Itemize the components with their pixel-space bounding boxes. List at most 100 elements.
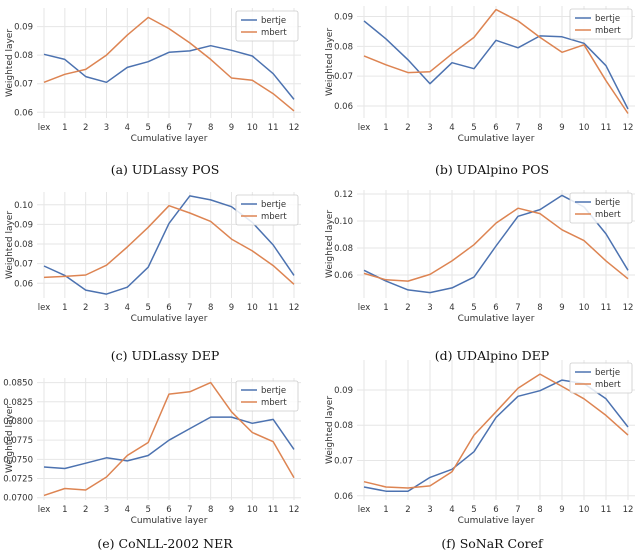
x-tick-label: 9 <box>229 123 234 133</box>
x-tick-label: 1 <box>383 505 388 515</box>
x-tick-label: 3 <box>427 505 432 515</box>
y-tick-label: 0.09 <box>334 386 353 396</box>
x-tick-label: 9 <box>229 303 234 313</box>
x-tick-label: 6 <box>493 123 498 133</box>
x-tick-label: 1 <box>383 303 388 313</box>
x-tick-label: 2 <box>405 303 410 313</box>
x-tick-label: 5 <box>145 123 150 133</box>
y-tick-label: 0.0775 <box>3 436 33 446</box>
x-tick-label: 10 <box>247 505 258 515</box>
x-tick-label: 6 <box>166 303 171 313</box>
y-tick-label: 0.09 <box>334 12 353 22</box>
y-tick-label: 0.0800 <box>3 417 33 427</box>
x-tick-label: 3 <box>427 303 432 313</box>
x-axis-label: Cumulative layer <box>458 516 535 526</box>
x-tick-label: 3 <box>427 123 432 133</box>
x-tick-label: 4 <box>449 303 454 313</box>
x-tick-label: 8 <box>537 303 542 313</box>
x-tick-label: lex <box>38 303 50 313</box>
x-tick-label: 8 <box>537 505 542 515</box>
x-tick-label: 6 <box>166 123 171 133</box>
x-tick-label: 11 <box>601 505 612 515</box>
x-axis-label: Cumulative layer <box>131 314 208 324</box>
legend-label-mbert: mbert <box>261 28 287 38</box>
x-tick-label: 10 <box>579 505 590 515</box>
y-tick-label: 0.08 <box>334 244 353 254</box>
x-tick-label: 5 <box>471 505 476 515</box>
x-tick-label: 12 <box>289 505 300 515</box>
x-tick-label: 5 <box>145 303 150 313</box>
y-tick-label: 0.0750 <box>3 455 33 465</box>
y-tick-label: 0.09 <box>14 23 33 33</box>
y-tick-label: 0.07 <box>334 457 353 467</box>
x-tick-label: 12 <box>289 303 300 313</box>
legend-label-bertje: bertje <box>595 198 620 208</box>
x-tick-label: 2 <box>83 303 88 313</box>
panel-caption: (e) CoNLL-2002 NER <box>97 536 233 551</box>
x-tick-label: 5 <box>471 303 476 313</box>
y-axis-label: Weighted layer <box>5 405 15 473</box>
legend-box <box>235 10 299 42</box>
x-tick-label: 1 <box>62 303 67 313</box>
y-tick-label: 0.07 <box>334 72 353 82</box>
legend-label-bertje: bertje <box>595 14 620 24</box>
x-tick-label: 9 <box>559 303 564 313</box>
x-tick-label: 2 <box>405 123 410 133</box>
y-tick-label: 0.06 <box>334 492 353 502</box>
y-tick-label: 0.06 <box>334 102 353 112</box>
series-line-bertje <box>43 44 295 100</box>
x-tick-label: 1 <box>383 123 388 133</box>
y-tick-label: 0.08 <box>334 42 353 52</box>
y-tick-label: 0.10 <box>14 201 33 211</box>
x-tick-label: 12 <box>289 123 300 133</box>
x-tick-label: 3 <box>104 123 109 133</box>
x-tick-label: 1 <box>62 505 67 515</box>
y-tick-label: 0.07 <box>14 260 33 270</box>
x-tick-label: 9 <box>229 505 234 515</box>
x-axis-label: Cumulative layer <box>131 134 208 144</box>
legend-label-bertje: bertje <box>595 368 620 378</box>
legend-label-bertje: bertje <box>261 16 286 26</box>
x-tick-label: 2 <box>83 505 88 515</box>
y-tick-label: 0.08 <box>14 240 33 250</box>
x-tick-label: 3 <box>104 505 109 515</box>
x-tick-label: 3 <box>104 303 109 313</box>
x-axis-label: Cumulative layer <box>131 516 208 526</box>
x-tick-label: 7 <box>515 123 520 133</box>
x-tick-label: 7 <box>515 303 520 313</box>
series-line-mbert <box>43 16 295 112</box>
series-line-mbert <box>363 8 629 114</box>
y-tick-label: 0.06 <box>14 108 33 118</box>
x-tick-label: 2 <box>405 505 410 515</box>
y-tick-label: 0.09 <box>14 220 33 230</box>
legend-label-mbert: mbert <box>595 26 621 36</box>
x-tick-label: 5 <box>471 123 476 133</box>
x-tick-label: lex <box>358 123 370 133</box>
y-axis-label: Weighted layer <box>325 210 335 278</box>
x-tick-label: 4 <box>125 505 130 515</box>
legend-label-bertje: bertje <box>261 386 286 396</box>
legend-label-mbert: mbert <box>595 380 621 390</box>
x-tick-label: 6 <box>166 505 171 515</box>
x-tick-label: lex <box>38 123 50 133</box>
legend-box <box>569 192 633 224</box>
series-line-bertje <box>43 416 295 470</box>
x-tick-label: 6 <box>493 505 498 515</box>
legend-box <box>569 8 633 40</box>
x-tick-label: 4 <box>449 123 454 133</box>
x-tick-label: 2 <box>83 123 88 133</box>
x-tick-label: lex <box>38 505 50 515</box>
y-tick-label: 0.06 <box>14 279 33 289</box>
x-tick-label: 7 <box>187 505 192 515</box>
x-tick-label: 11 <box>601 123 612 133</box>
y-axis-label: Weighted layer <box>325 396 335 464</box>
series-line-mbert <box>43 381 295 497</box>
y-tick-label: 0.08 <box>14 51 33 61</box>
series-line-mbert <box>363 373 629 489</box>
x-tick-label: 10 <box>579 303 590 313</box>
x-tick-label: 5 <box>145 505 150 515</box>
legend-box <box>235 380 299 412</box>
